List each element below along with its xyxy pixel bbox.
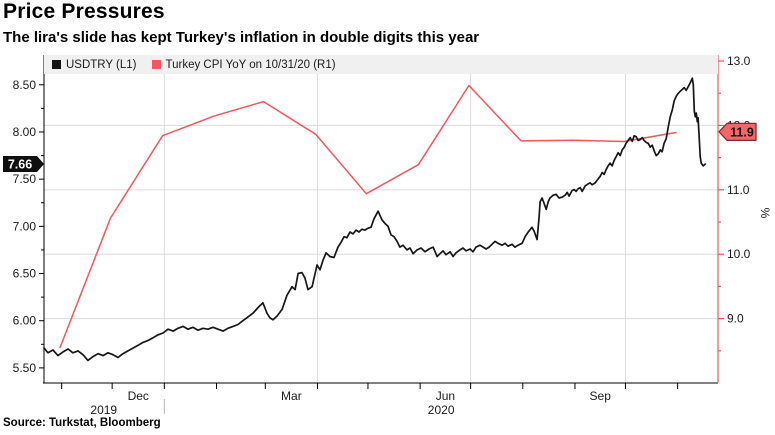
cpi-last-value: 11.9 <box>730 125 754 139</box>
right-axis-tick-label: 11.0 <box>727 183 750 197</box>
legend-item-cpi: Turkey CPI YoY on 10/31/20 (R1) <box>151 58 336 71</box>
x-axis-year-label: 2020 <box>428 403 455 417</box>
x-axis-year-label: 2019 <box>90 403 117 417</box>
left-axis-tick-label: 7.50 <box>13 172 37 186</box>
left-axis-tick-label: 5.50 <box>13 361 37 375</box>
usdtry-last-value: 7.66 <box>8 158 32 172</box>
right-axis-tick-label: 10.0 <box>727 247 751 261</box>
left-axis-tick-label: 8.50 <box>13 78 37 92</box>
x-axis-month-label: Dec <box>128 389 149 403</box>
cpi-swatch-icon <box>151 60 161 69</box>
x-axis-month-label: Sep <box>590 389 612 403</box>
left-axis-tick-label: 6.00 <box>13 314 37 328</box>
cpi-last-value-badge <box>718 122 757 142</box>
usdtry-line <box>43 77 707 362</box>
left-axis-tick-label: 8.00 <box>13 125 37 139</box>
right-axis-unit-label: % <box>758 207 772 219</box>
chart-title: Price Pressures <box>3 0 165 23</box>
legend-label-usdtry: USDTRY (L1) <box>66 58 137 71</box>
left-axis-tick-label: 6.50 <box>13 267 37 281</box>
usdtry-swatch-icon <box>52 60 61 69</box>
legend-item-usdtry: USDTRY (L1) <box>52 59 137 71</box>
x-axis-month-label: Jun <box>436 389 455 403</box>
legend-label-cpi: Turkey CPI YoY on 10/31/20 (R1) <box>165 58 336 71</box>
source-line: Source: Turkstat, Bloomberg <box>3 417 161 429</box>
right-axis-tick-label: 9.0 <box>727 312 744 326</box>
chart-legend: USDTRY (L1) Turkey CPI YoY on 10/31/20 (… <box>44 55 718 74</box>
x-axis-month-label: Mar <box>281 389 302 403</box>
cpi-line <box>59 84 677 349</box>
right-axis-tick-label: 13.0 <box>727 54 751 68</box>
left-axis-tick-label: 7.00 <box>13 219 37 233</box>
chart-subtitle: The lira's slide has kept Turkey's infla… <box>3 29 480 46</box>
usdtry-last-value-badge <box>3 156 44 173</box>
